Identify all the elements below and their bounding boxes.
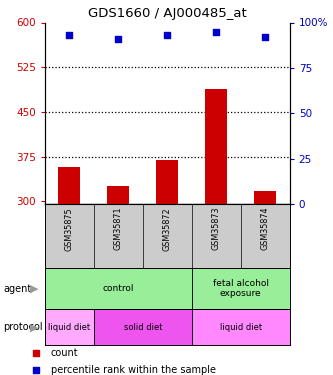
Text: GSM35873: GSM35873: [212, 207, 221, 251]
Bar: [107, 186, 130, 204]
Point: [67, 32, 72, 38]
Text: agent: agent: [3, 284, 32, 294]
Text: solid diet: solid diet: [124, 322, 162, 332]
Point: [262, 34, 268, 40]
Text: GSM35874: GSM35874: [261, 207, 270, 251]
Bar: [156, 160, 178, 204]
Text: ▶: ▶: [30, 322, 39, 332]
Text: GSM35872: GSM35872: [163, 207, 172, 251]
Point: [165, 32, 170, 38]
Bar: [58, 167, 81, 204]
Text: GSM35871: GSM35871: [114, 207, 123, 251]
Text: percentile rank within the sample: percentile rank within the sample: [51, 364, 216, 375]
Bar: [45, 268, 192, 309]
Text: protocol: protocol: [3, 322, 43, 332]
Point: [214, 28, 219, 34]
Text: GSM35875: GSM35875: [65, 207, 74, 251]
Text: liquid diet: liquid diet: [220, 322, 262, 332]
Bar: [205, 89, 227, 204]
Title: GDS1660 / AJ000485_at: GDS1660 / AJ000485_at: [88, 7, 247, 20]
Text: liquid diet: liquid diet: [48, 322, 91, 332]
Bar: [94, 309, 192, 345]
Bar: [192, 268, 290, 309]
Text: control: control: [103, 284, 134, 293]
Text: fetal alcohol
exposure: fetal alcohol exposure: [213, 279, 269, 298]
Text: count: count: [51, 348, 78, 357]
Bar: [192, 309, 290, 345]
Bar: [254, 190, 276, 204]
Bar: [45, 309, 94, 345]
Text: ▶: ▶: [30, 284, 39, 294]
Point: [116, 36, 121, 42]
